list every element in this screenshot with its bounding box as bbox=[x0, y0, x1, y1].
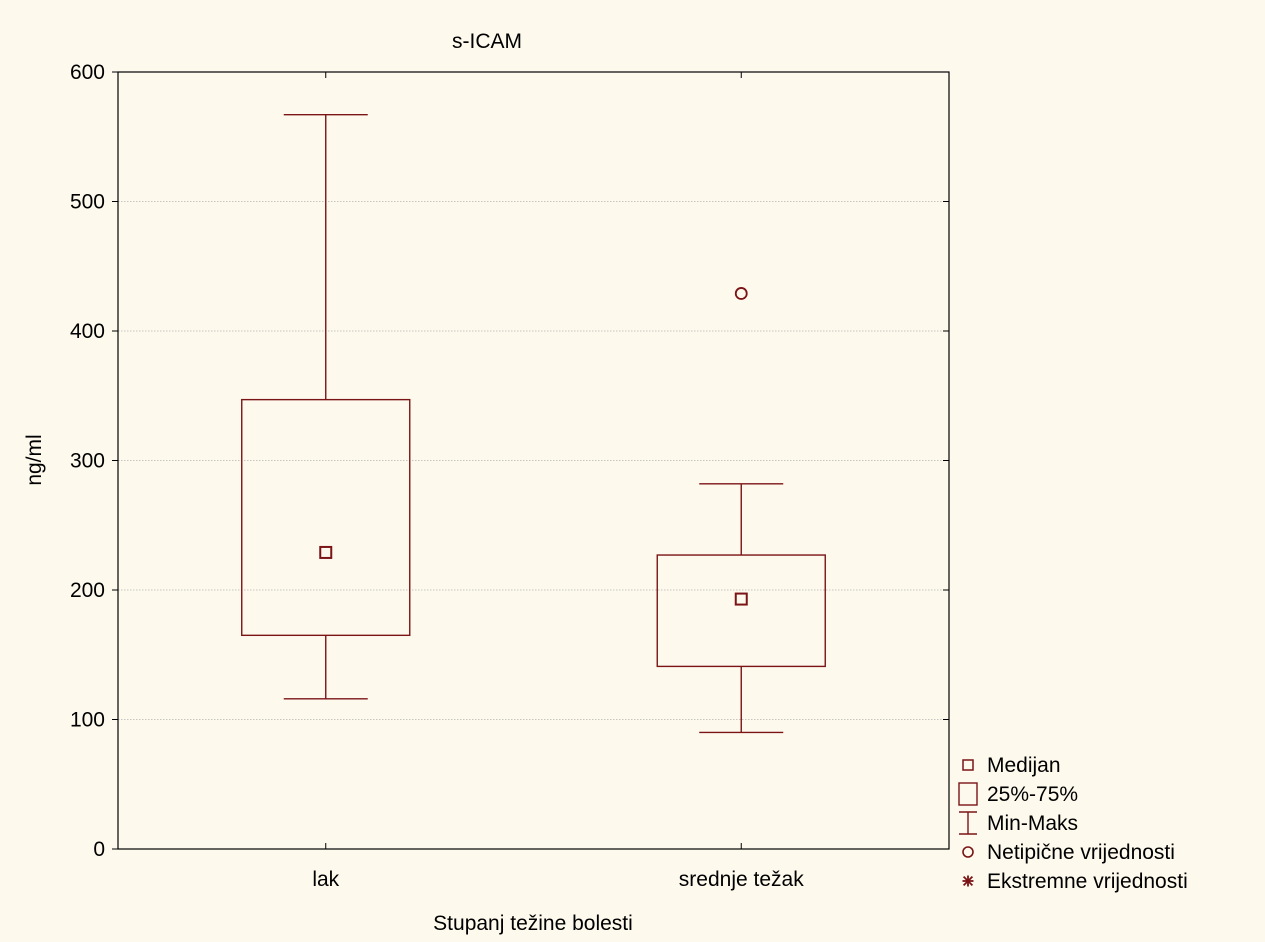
legend-label: 25%-75% bbox=[987, 783, 1078, 806]
y-tick-label: 0 bbox=[93, 838, 105, 861]
x-axis: lak srednje težak bbox=[312, 72, 804, 891]
grid-lines bbox=[118, 201, 949, 720]
iqr-box bbox=[656, 554, 826, 668]
legend-item-extreme: Ekstremne vrijednosti bbox=[962, 870, 1188, 893]
iqr-box bbox=[241, 398, 411, 637]
y-axis-label: ng/ml bbox=[23, 434, 46, 485]
x-axis-label: Stupanj težine bolesti bbox=[433, 912, 633, 935]
y-tick-label: 500 bbox=[70, 191, 105, 214]
legend-item-median: Medijan bbox=[962, 754, 1061, 777]
x-tick-label: lak bbox=[312, 868, 339, 891]
y-tick-label: 200 bbox=[70, 579, 105, 602]
legend-label: Netipične vrijednosti bbox=[987, 841, 1175, 864]
legend-outlier-icon bbox=[962, 846, 974, 858]
y-tick-label: 600 bbox=[70, 61, 105, 84]
chart-title: s-ICAM bbox=[452, 30, 522, 53]
y-tick-label: 300 bbox=[70, 450, 105, 473]
boxes-group bbox=[241, 114, 826, 734]
box-1 bbox=[241, 114, 411, 700]
y-tick-label: 400 bbox=[70, 320, 105, 343]
legend-label: Min-Maks bbox=[987, 812, 1078, 835]
y-axis: 0 100 200 300 400 500 600 bbox=[70, 61, 949, 861]
x-tick-label: srednje težak bbox=[679, 868, 804, 891]
legend-item-whisker: Min-Maks bbox=[959, 811, 1078, 835]
legend-extreme-icon-d2 bbox=[962, 875, 974, 887]
median-marker bbox=[734, 592, 748, 606]
outlier-point bbox=[734, 287, 748, 300]
legend-label: Medijan bbox=[987, 754, 1061, 777]
median-marker bbox=[319, 545, 333, 559]
legend-median-icon bbox=[962, 759, 974, 771]
legend-item-outlier: Netipične vrijednosti bbox=[962, 841, 1175, 864]
legend-box-icon bbox=[958, 782, 978, 806]
box-2 bbox=[656, 287, 826, 734]
y-tick-label: 100 bbox=[70, 709, 105, 732]
legend: Medijan 25%-75% Min-Maks Netipične vrijedno… bbox=[958, 754, 1188, 893]
legend-label: Ekstremne vrijednosti bbox=[987, 870, 1188, 893]
legend-item-box: 25%-75% bbox=[958, 782, 1078, 806]
